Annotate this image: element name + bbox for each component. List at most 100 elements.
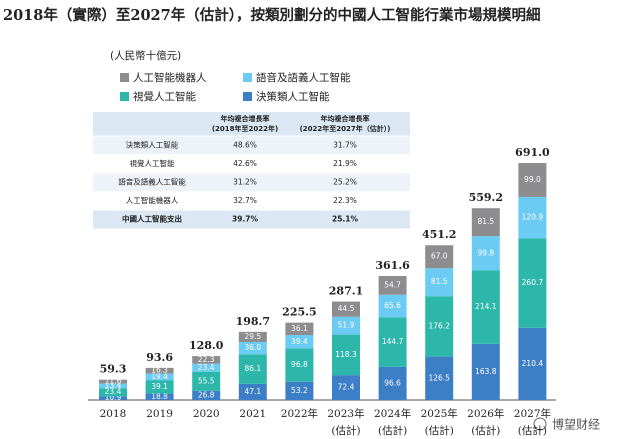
bar-segment (99, 379, 127, 384)
table-cell: 31.7% (333, 140, 357, 149)
chart-title: 2018年（實際）至2027年（估計），按類別劃分的中國人工智能行業市場規模明細 (3, 6, 540, 24)
table-cell: 39.7% (232, 214, 259, 223)
legend-swatch (120, 73, 129, 82)
table-header: 年均複合增長率(2022年至2027年（估計）) (300, 114, 391, 133)
segment-label: 118.3 (335, 350, 357, 359)
segment-label: 36.1 (291, 324, 308, 333)
watermark-icon (533, 417, 547, 431)
bar-segment (518, 196, 547, 239)
segment-label: 86.1 (244, 364, 261, 373)
segment-label: 96.8 (291, 360, 308, 369)
total-label: 225.5 (282, 306, 316, 319)
segment-label: 55.5 (198, 376, 215, 385)
segment-label: 51.9 (338, 321, 355, 330)
table-header-bg (93, 112, 410, 136)
segment-label: 214.1 (475, 302, 497, 311)
segment-label: 39.1 (151, 382, 168, 391)
bar-segment (425, 356, 454, 400)
segment-label: 23.4 (105, 387, 122, 396)
segment-label: 144.7 (382, 337, 404, 346)
x-tick-label: 2022年 (281, 407, 318, 420)
segment-label: 47.1 (244, 387, 261, 396)
segment-label: 81.5 (431, 277, 448, 286)
table-cell: 25.1% (332, 214, 359, 223)
x-tick-label: 2018 (100, 408, 127, 420)
x-tick-label: 2026年(估計) (467, 407, 504, 437)
bar-segment (378, 294, 407, 318)
table-cell: 42.6% (233, 159, 257, 168)
segment-label: 120.9 (522, 213, 544, 222)
x-tick-label: 2027年(估計) (514, 407, 551, 437)
total-label: 59.3 (100, 363, 127, 376)
watermark: 博望财经 (552, 417, 600, 432)
total-label: 361.6 (375, 259, 410, 272)
segment-label: 26.8 (198, 390, 215, 399)
legend-label: 視覺人工智能 (133, 90, 196, 103)
segment-label: 36.0 (244, 343, 261, 352)
segment-label: 99.8 (477, 248, 494, 257)
segment-label: 54.7 (384, 280, 401, 289)
table-cell: 31.2% (233, 177, 257, 186)
bar-segment (471, 236, 500, 271)
table-header: 年均複合增長率(2018年至2022年) (212, 114, 278, 133)
x-tick-label: 2021 (239, 408, 266, 420)
bar-segment (332, 316, 360, 335)
segment-label: 99.0 (524, 175, 541, 184)
table-cell: 語音及語義人工智能 (118, 176, 186, 186)
bar-segment (285, 381, 314, 400)
bar-segment (518, 238, 547, 328)
segment-label: 18.8 (151, 392, 168, 401)
segment-label: 260.7 (522, 278, 544, 287)
x-tick-label: 2019 (146, 408, 173, 420)
bar-segment (192, 356, 221, 364)
segment-label: 22.3 (198, 355, 215, 364)
segment-label: 53.2 (291, 386, 308, 395)
legend-swatch (243, 92, 252, 101)
table-row-bg (93, 210, 410, 229)
x-tick-label: 2025年(估計) (421, 407, 458, 437)
total-label: 93.6 (146, 351, 173, 364)
bar-segment (425, 296, 454, 357)
bar-segment (145, 367, 174, 374)
table-cell: 22.3% (333, 196, 357, 205)
segment-label: 16.3 (151, 366, 168, 375)
bar-segment (192, 363, 221, 372)
table-cell: 32.7% (233, 196, 257, 205)
segment-label: 176.2 (428, 321, 450, 330)
segment-label: 210.4 (522, 359, 544, 368)
bar-segment (332, 375, 360, 400)
legend-label: 人工智能機器人 (133, 71, 207, 84)
segment-label: 163.8 (475, 367, 497, 376)
bar-segment (378, 275, 407, 295)
total-label: 559.2 (469, 191, 503, 204)
table-cell: 人工智能機器人 (126, 195, 179, 205)
total-label: 451.2 (422, 228, 456, 241)
bar-segment (238, 341, 267, 355)
total-label: 198.7 (236, 315, 270, 328)
bar-segment (145, 373, 174, 381)
segment-label: 39.4 (291, 337, 308, 346)
bar-segment (192, 390, 221, 400)
legend-swatch (243, 73, 252, 82)
segment-label: 44.5 (338, 304, 355, 313)
table-row-bg (93, 154, 410, 173)
total-label: 287.1 (329, 285, 363, 298)
bar-segment (192, 371, 221, 391)
bar-segment (99, 396, 127, 400)
x-tick-label: 2024年(估計) (374, 407, 411, 437)
table-cell: 25.2% (333, 177, 357, 186)
bar-segment (518, 163, 547, 197)
x-tick-label: 2023年(估計) (327, 407, 364, 437)
bar-segment (99, 388, 127, 397)
bar-segment (238, 383, 267, 400)
table-cell: 中國人工智能支出 (122, 213, 182, 223)
bar-segment (471, 208, 500, 237)
table-cell: 48.6% (233, 140, 257, 149)
bar-segment (285, 335, 314, 349)
segment-label: 29.5 (244, 332, 261, 341)
legend-label: 語音及語義人工智能 (256, 71, 351, 84)
segment-label: 81.5 (477, 217, 494, 226)
segment-label: 65.6 (384, 301, 401, 310)
bar-segment (425, 268, 454, 297)
